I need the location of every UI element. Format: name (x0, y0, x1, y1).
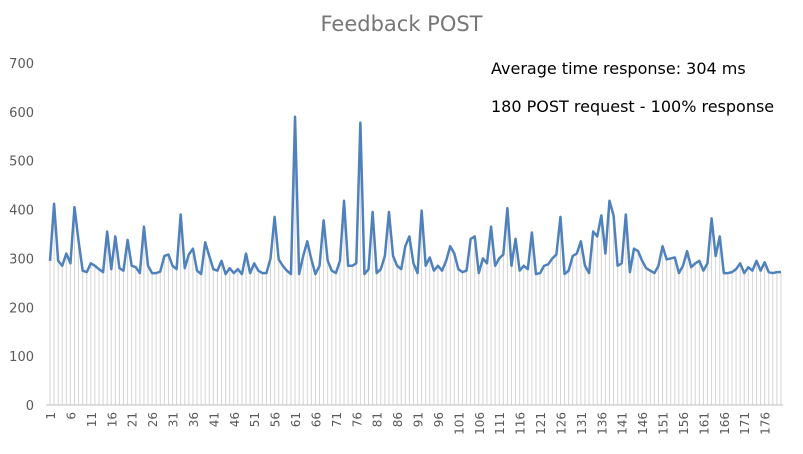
x-tick-label: 116 (514, 412, 528, 435)
x-axis-ticks: 1 6 11 16 21 26 31 36 41 46 51 56 61 66 71 76 81 86 91 96 10… (44, 412, 773, 435)
x-tick-label: 81 (371, 412, 385, 427)
x-tick-label: 171 (738, 412, 752, 435)
x-tick-label: 111 (493, 412, 507, 435)
x-tick-label: 41 (207, 412, 221, 427)
y-tick-label: 400 (9, 204, 34, 219)
x-tick-label: 11 (85, 412, 99, 427)
x-tick-label: 101 (452, 412, 466, 435)
x-tick-label: 126 (554, 412, 568, 435)
y-tick-label: 0 (26, 399, 34, 414)
x-tick-label: 91 (412, 412, 426, 427)
x-tick-label: 26 (146, 412, 160, 427)
x-tick-label: 96 (432, 412, 446, 427)
x-tick-label: 156 (677, 412, 691, 435)
x-tick-label: 76 (350, 412, 364, 427)
x-tick-label: 121 (534, 412, 548, 435)
x-tick-label: 151 (657, 412, 671, 435)
x-tick-label: 61 (289, 412, 303, 427)
x-tick-label: 36 (187, 412, 201, 427)
average-time-annotation: Average time response: 304 ms (491, 59, 746, 78)
x-tick-label: 6 (64, 412, 78, 420)
x-tick-label: 141 (616, 412, 630, 435)
x-tick-label: 1 (44, 412, 58, 420)
chart-title: Feedback POST (320, 12, 483, 36)
y-tick-label: 300 (9, 252, 34, 267)
x-tick-label: 136 (595, 412, 609, 435)
x-tick-label: 66 (309, 412, 323, 427)
x-tick-label: 106 (473, 412, 487, 435)
x-tick-label: 86 (391, 412, 405, 427)
y-axis-ticks: 0 100 200 300 400 500 600 700 (9, 57, 34, 414)
y-tick-label: 200 (9, 301, 34, 316)
x-tick-label: 56 (269, 412, 283, 427)
x-tick-label: 131 (575, 412, 589, 435)
response-time-line (48, 115, 781, 276)
x-tick-label: 166 (718, 412, 732, 435)
drop-lines (49, 116, 782, 405)
x-tick-label: 176 (759, 412, 773, 435)
y-tick-label: 500 (9, 155, 34, 170)
x-tick-label: 31 (167, 412, 181, 427)
x-tick-label: 71 (330, 412, 344, 427)
x-tick-label: 21 (126, 412, 140, 427)
y-tick-label: 100 (9, 350, 34, 365)
x-tick-label: 146 (636, 412, 650, 435)
x-tick-label: 16 (105, 412, 119, 427)
request-count-annotation: 180 POST request - 100% response (491, 97, 775, 116)
y-tick-label: 600 (9, 106, 34, 121)
x-tick-label: 51 (248, 412, 262, 427)
y-tick-label: 700 (9, 57, 34, 72)
x-tick-label: 161 (697, 412, 711, 435)
x-tick-label: 46 (228, 412, 242, 427)
